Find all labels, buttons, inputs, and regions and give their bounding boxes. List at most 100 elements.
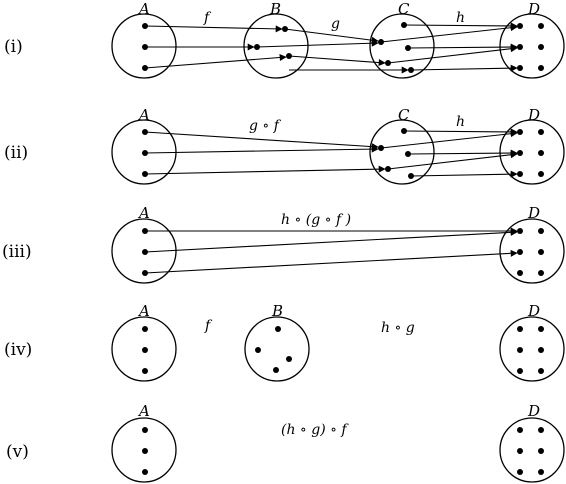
element-dot [538, 448, 544, 454]
row-iv: (iv) A B D f h ∘ g [4, 302, 565, 382]
mapping-arrow [380, 24, 518, 43]
element-dot [517, 427, 523, 433]
row-label: (v) [6, 442, 29, 462]
element-dot [538, 23, 544, 29]
element-dot [538, 129, 544, 135]
row-i: (i) A B C D f g h [4, 0, 565, 79]
set-label-a: A [137, 402, 150, 420]
element-dot [142, 368, 148, 374]
row-label: (iii) [2, 242, 32, 262]
element-dot [517, 270, 523, 276]
set-label-d: D [527, 302, 540, 320]
row-iii: (iii) A D h ∘ (g ∘ f ) [2, 204, 565, 284]
element-dot [538, 368, 544, 374]
element-dot [142, 326, 148, 332]
element-dot [142, 469, 148, 475]
set-label-a: A [137, 204, 150, 222]
element-dot [538, 171, 544, 177]
element-dot [142, 427, 148, 433]
set-c-circle [369, 119, 435, 185]
element-dot [517, 23, 523, 29]
set-a-circle [111, 417, 177, 483]
element-dot [538, 326, 544, 332]
set-a-circle [111, 316, 177, 382]
row-label: (ii) [4, 143, 28, 163]
set-c-circle [369, 13, 435, 79]
set-label-b: B [271, 302, 283, 320]
function-label-hg: h ∘ g [381, 320, 415, 336]
mapping-arrow [407, 149, 518, 157]
element-dot [255, 347, 261, 353]
set-label-d: D [527, 0, 540, 18]
function-label-gf: g ∘ f [249, 118, 282, 134]
set-d-circle [499, 13, 565, 79]
set-d-circle [499, 417, 565, 483]
mapping-arrow [144, 165, 386, 175]
element-dot [538, 228, 544, 234]
element-dot [517, 171, 523, 177]
mapping-arrow [403, 22, 518, 30]
set-label-b: B [269, 0, 281, 18]
element-dot [538, 469, 544, 475]
mapping-arrow [387, 151, 518, 170]
set-label-d: D [527, 402, 540, 420]
function-label-f: f [203, 10, 212, 26]
set-a-circle [111, 13, 177, 79]
function-label-hgf: h ∘ (g ∘ f ) [281, 212, 351, 228]
element-dot [517, 347, 523, 353]
row-label: (i) [4, 37, 23, 57]
mapping-arrow [144, 228, 518, 253]
set-b-circle [243, 13, 309, 79]
set-d-circle [499, 218, 565, 284]
set-label-c: C [398, 106, 410, 124]
set-a-circle [111, 218, 177, 284]
mapping-arrow [256, 39, 379, 48]
row-v: (v) A D (h ∘ g) ∘ f [6, 402, 565, 483]
function-label-hgf: (h ∘ g) ∘ f [281, 422, 349, 438]
function-label-f: f [204, 318, 213, 334]
set-label-d: D [527, 106, 540, 124]
function-label-g: g [331, 16, 340, 32]
element-dot [538, 270, 544, 276]
mapping-arrow [380, 130, 518, 149]
set-label-d: D [527, 204, 540, 222]
element-dot [517, 65, 523, 71]
mapping-arrow [284, 28, 379, 44]
set-d-circle [499, 316, 565, 382]
function-label-h: h [456, 10, 465, 26]
element-dot [273, 367, 279, 373]
mapping-arrow [288, 55, 386, 67]
mapping-arrow [387, 45, 518, 64]
element-dot [517, 326, 523, 332]
mapping-arrow [144, 54, 287, 69]
element-dot [517, 368, 523, 374]
mapping-arrow [410, 170, 518, 178]
element-dot [538, 249, 544, 255]
mapping-arrow [410, 64, 518, 72]
element-dot [538, 150, 544, 156]
element-dot [538, 347, 544, 353]
element-dot [517, 249, 523, 255]
element-dot [286, 356, 292, 362]
row-label: (iv) [4, 340, 32, 360]
set-b-circle [244, 316, 310, 382]
mapping-arrow [144, 131, 379, 151]
mapping-arrow [403, 128, 518, 136]
set-d-circle [499, 119, 565, 185]
element-dot [538, 427, 544, 433]
element-dot [538, 44, 544, 50]
set-label-c: C [398, 0, 410, 18]
element-dot [142, 347, 148, 353]
element-dot [275, 326, 281, 332]
function-label-h: h [456, 114, 465, 130]
element-dot [517, 44, 523, 50]
row-ii: (ii) A C D g ∘ f h [4, 106, 565, 185]
element-dot [142, 448, 148, 454]
element-dot [517, 150, 523, 156]
mapping-arrow [144, 25, 283, 33]
set-label-a: A [137, 106, 150, 124]
mapping-arrow [407, 43, 518, 51]
element-dot [517, 228, 523, 234]
set-label-a: A [137, 302, 150, 320]
